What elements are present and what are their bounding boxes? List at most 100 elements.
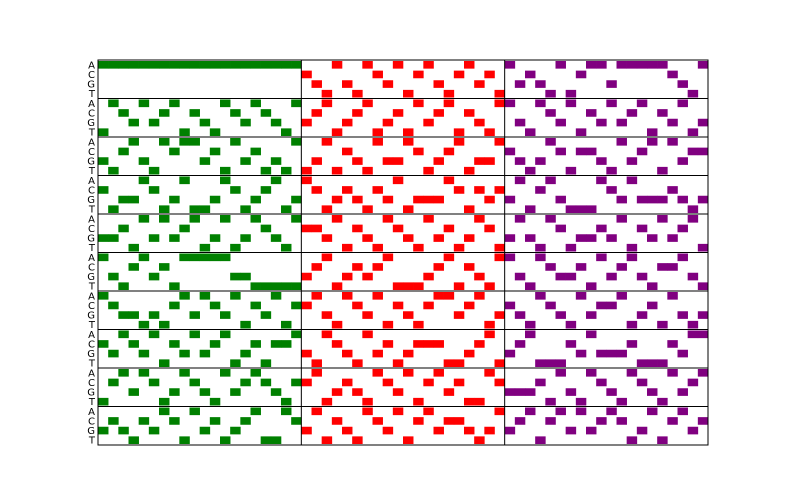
heatmap-cell <box>393 388 403 396</box>
heatmap-cell <box>200 388 210 396</box>
heatmap-cell <box>240 119 250 127</box>
heatmap-cell <box>200 254 210 262</box>
heatmap-cell <box>678 80 688 88</box>
heatmap-cell <box>220 436 230 444</box>
heatmap-cell <box>200 427 210 435</box>
heatmap-cell <box>423 273 433 281</box>
heatmap-cell <box>373 71 383 79</box>
heatmap-cell <box>301 225 311 233</box>
heatmap-cell <box>312 157 322 165</box>
heatmap-cell <box>586 311 596 319</box>
heatmap-cell <box>190 254 200 262</box>
heatmap-cell <box>403 205 413 213</box>
heatmap-cell <box>454 128 464 136</box>
heatmap-cell <box>413 196 423 204</box>
heatmap-cell <box>667 119 677 127</box>
heatmap-cell <box>251 282 261 290</box>
heatmap-cell <box>667 369 677 377</box>
heatmap-cell <box>301 167 311 175</box>
heatmap-cell <box>159 61 169 69</box>
heatmap-cell <box>596 119 606 127</box>
heatmap-cell <box>434 263 444 271</box>
heatmap-cell <box>667 292 677 300</box>
heatmap-cell <box>383 157 393 165</box>
heatmap-cell <box>606 388 616 396</box>
heatmap-cell <box>342 119 352 127</box>
heatmap-cell <box>667 417 677 425</box>
heatmap-cell <box>678 196 688 204</box>
heatmap-cell <box>352 436 362 444</box>
heatmap-cell <box>505 234 515 242</box>
heatmap-cell <box>169 100 179 108</box>
heatmap-cell <box>281 167 291 175</box>
heatmap-cell <box>464 205 474 213</box>
heatmap-cell <box>423 302 433 310</box>
heatmap-cell <box>169 302 179 310</box>
heatmap-cell <box>484 128 494 136</box>
heatmap-cell <box>190 379 200 387</box>
heatmap-cell <box>586 331 596 339</box>
heatmap-cell <box>190 408 200 416</box>
heatmap-cell <box>291 282 301 290</box>
heatmap-cell <box>505 350 515 358</box>
heatmap-cell <box>373 292 383 300</box>
heatmap-cell <box>413 71 423 79</box>
heatmap-cell <box>698 196 708 204</box>
heatmap-cell <box>647 359 657 367</box>
heatmap-cell <box>454 244 464 252</box>
heatmap-cell <box>688 379 698 387</box>
heatmap-cell <box>637 100 647 108</box>
heatmap-cell <box>108 100 118 108</box>
heatmap-cell <box>444 177 454 185</box>
heatmap-cell <box>423 61 433 69</box>
heatmap-cell <box>322 138 332 146</box>
heatmap-cell <box>271 436 281 444</box>
heatmap-cell <box>301 350 311 358</box>
heatmap-cell <box>118 61 128 69</box>
heatmap-cell <box>342 379 352 387</box>
heatmap-cell <box>657 321 667 329</box>
heatmap-cell <box>190 109 200 117</box>
heatmap-cell <box>98 427 108 435</box>
heatmap-cell <box>434 234 444 242</box>
heatmap-cell <box>525 331 535 339</box>
heatmap-cell <box>149 167 159 175</box>
heatmap-cell <box>373 350 383 358</box>
heatmap-cell <box>98 186 108 194</box>
heatmap-cell <box>240 61 250 69</box>
heatmap-cell <box>434 292 444 300</box>
heatmap-cell <box>159 398 169 406</box>
heatmap-cell <box>484 157 494 165</box>
heatmap-cell <box>596 177 606 185</box>
heatmap-cell <box>230 61 240 69</box>
heatmap-cell <box>606 350 616 358</box>
heatmap-cell <box>271 292 281 300</box>
heatmap-cell <box>556 408 566 416</box>
heatmap-cell <box>362 273 372 281</box>
heatmap-cell <box>556 273 566 281</box>
heatmap-cell <box>647 128 657 136</box>
heatmap-cell <box>515 215 525 223</box>
heatmap-cell <box>413 148 423 156</box>
heatmap-cell <box>129 388 139 396</box>
heatmap-cell <box>566 388 576 396</box>
heatmap-cell <box>393 302 403 310</box>
heatmap-cell <box>454 379 464 387</box>
heatmap-cell <box>393 109 403 117</box>
heatmap-cell <box>678 100 688 108</box>
heatmap-cell <box>251 215 261 223</box>
heatmap-cell <box>698 244 708 252</box>
heatmap-cell <box>474 215 484 223</box>
heatmap-cell <box>108 350 118 358</box>
heatmap-cell <box>627 369 637 377</box>
heatmap-cell <box>667 186 677 194</box>
heatmap-cell <box>179 128 189 136</box>
heatmap-cell <box>129 138 139 146</box>
heatmap-cell <box>434 427 444 435</box>
heatmap-cell <box>495 254 505 262</box>
heatmap-cell <box>403 234 413 242</box>
heatmap-cell <box>576 350 586 358</box>
heatmap-cell <box>383 215 393 223</box>
heatmap-cell <box>332 321 342 329</box>
heatmap-cell <box>98 234 108 242</box>
